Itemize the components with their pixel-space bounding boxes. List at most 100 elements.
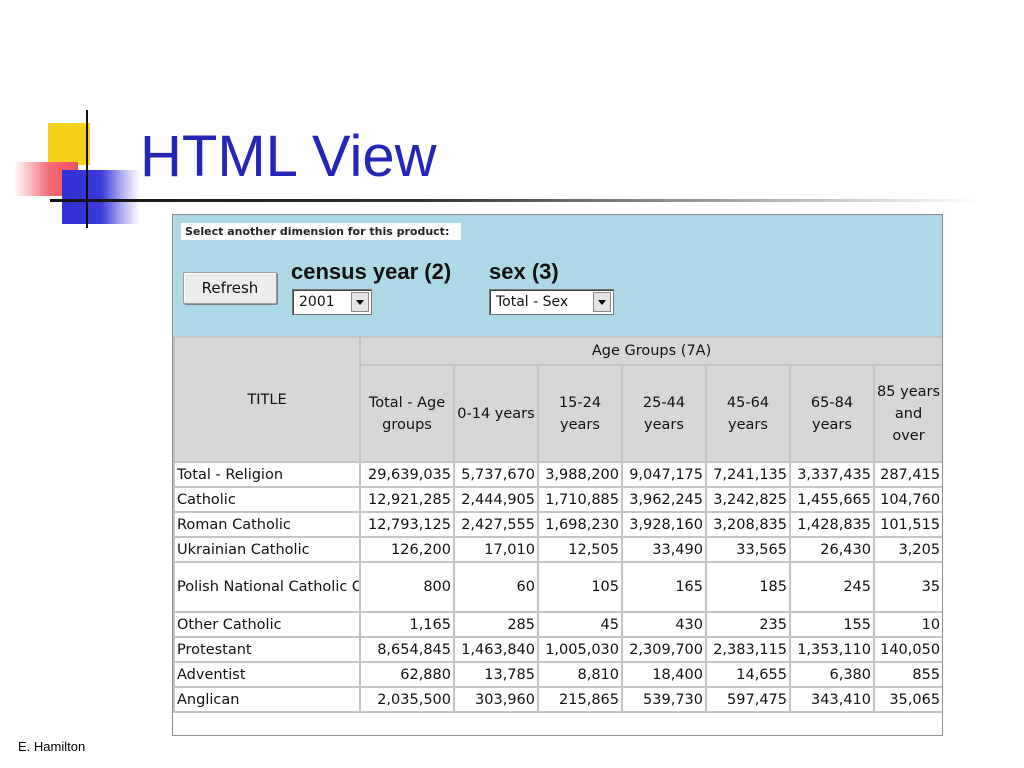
- table-cell: 9,047,175: [621, 461, 707, 488]
- row-label: Protestant: [173, 636, 361, 663]
- table-row: Anglican 2,035,500 303,960 215,865 539,730 59…: [173, 686, 942, 713]
- table-cell: 35,065: [872, 686, 942, 713]
- table-cell: 26,430: [789, 536, 875, 563]
- column-header: 25-44 years: [621, 364, 707, 463]
- table-cell: 10: [872, 611, 942, 638]
- decor-yellow-square: [48, 123, 90, 165]
- table-cell: 303,960: [453, 686, 539, 713]
- row-label: Polish National Catholic Church: [173, 561, 361, 613]
- row-label: Catholic: [173, 486, 361, 513]
- table-cell: 101,515: [872, 511, 942, 538]
- sex-select[interactable]: Total - Sex: [489, 289, 614, 315]
- table-cell: 800: [359, 561, 455, 613]
- table-body: Total - Religion 29,639,035 5,737,670 3,988…: [173, 461, 942, 713]
- table-cell: 6,380: [789, 661, 875, 688]
- table-cell: 60: [453, 561, 539, 613]
- sex-label: sex (3): [489, 259, 559, 284]
- table-cell: 1,710,885: [537, 486, 623, 513]
- age-groups-header: Age Groups (7A): [358, 336, 942, 366]
- table-cell: 3,988,200: [537, 461, 623, 488]
- chevron-down-icon[interactable]: [351, 292, 369, 312]
- refresh-button[interactable]: Refresh: [183, 272, 277, 304]
- table-cell: 13,785: [453, 661, 539, 688]
- column-header: 15-24 years: [537, 364, 623, 463]
- table-row: Catholic 12,921,285 2,444,905 1,710,885 3,96…: [173, 486, 942, 513]
- row-label: Adventist: [173, 661, 361, 688]
- row-label: Ukrainian Catholic: [173, 536, 361, 563]
- table-cell: 155: [789, 611, 875, 638]
- row-label: Other Catholic: [173, 611, 361, 638]
- table-cell: 285: [453, 611, 539, 638]
- table-cell: 2,035,500: [359, 686, 455, 713]
- slide-title: HTML View: [140, 124, 437, 189]
- census-year-label: census year (2): [291, 259, 452, 284]
- table-cell: 12,793,125: [359, 511, 455, 538]
- table-cell: 18,400: [621, 661, 707, 688]
- table-cell: 1,353,110: [789, 636, 875, 663]
- row-label: Total - Religion: [173, 461, 361, 488]
- table-cell: 1,698,230: [537, 511, 623, 538]
- column-header: 65-84 years: [789, 364, 875, 463]
- table-cell: 1,463,840: [453, 636, 539, 663]
- table-row: Total - Religion 29,639,035 5,737,670 3,988…: [173, 461, 942, 488]
- table-cell: 3,928,160: [621, 511, 707, 538]
- table-row: Polish National Catholic Church800601051…: [173, 561, 942, 613]
- dimension-panel: Select another dimension for this produc…: [173, 215, 942, 337]
- table-cell: 35: [872, 561, 942, 613]
- decor-blue-block: [62, 170, 140, 224]
- title-column-header: TITLE: [173, 336, 361, 463]
- table-cell: 8,810: [537, 661, 623, 688]
- census-year-value: 2001: [299, 294, 335, 310]
- table-cell: 8,654,845: [359, 636, 455, 663]
- table-cell: 185: [705, 561, 791, 613]
- table-cell: 140,050: [872, 636, 942, 663]
- table-cell: 3,962,245: [621, 486, 707, 513]
- browser-screenshot: Select another dimension for this produc…: [172, 214, 943, 736]
- table-cell: 1,005,030: [537, 636, 623, 663]
- table-cell: 7,241,135: [705, 461, 791, 488]
- row-label: Roman Catholic: [173, 511, 361, 538]
- table-cell: 126,200: [359, 536, 455, 563]
- table-cell: 2,427,555: [453, 511, 539, 538]
- table-cell: 3,242,825: [705, 486, 791, 513]
- table-row: Protestant 8,654,845 1,463,840 1,005,030 2,3…: [173, 636, 942, 663]
- column-header: Total - Age groups: [359, 364, 455, 463]
- dimension-prompt: Select another dimension for this produc…: [181, 223, 462, 240]
- table-cell: 29,639,035: [359, 461, 455, 488]
- table-cell: 12,921,285: [359, 486, 455, 513]
- table-cell: 2,383,115: [705, 636, 791, 663]
- table-cell: 245: [789, 561, 875, 613]
- table-cell: 5,737,670: [453, 461, 539, 488]
- table-cell: 165: [621, 561, 707, 613]
- sex-value: Total - Sex: [496, 294, 569, 310]
- column-header: 85 years and over: [872, 364, 942, 463]
- census-year-select[interactable]: 2001: [292, 289, 372, 315]
- column-header: 0-14 years: [453, 364, 539, 463]
- decor-horizontal-rule: [50, 199, 980, 202]
- table-cell: 104,760: [872, 486, 942, 513]
- table-cell: 14,655: [705, 661, 791, 688]
- table-cell: 1,455,665: [789, 486, 875, 513]
- table-cell: 12,505: [537, 536, 623, 563]
- table-cell: 539,730: [621, 686, 707, 713]
- table-cell: 597,475: [705, 686, 791, 713]
- table-cell: 3,205: [872, 536, 942, 563]
- row-label: Anglican: [173, 686, 361, 713]
- footer-author: E. Hamilton: [18, 739, 86, 754]
- table-cell: 33,490: [621, 536, 707, 563]
- table-cell: 2,309,700: [621, 636, 707, 663]
- table-cell: 105: [537, 561, 623, 613]
- table-cell: 855: [872, 661, 942, 688]
- data-table: TITLE Age Groups (7A) Total - Age groups…: [173, 336, 942, 713]
- table-row: Adventist 62,880 13,785 8,810 18,400 14,655 6,…: [173, 661, 942, 688]
- table-cell: 33,565: [705, 536, 791, 563]
- table-row: Ukrainian Catholic 126,200 17,010 12,505 33,…: [173, 536, 942, 563]
- table-cell: 1,165: [359, 611, 455, 638]
- table-cell: 287,415: [872, 461, 942, 488]
- table-cell: 235: [705, 611, 791, 638]
- table-cell: 3,337,435: [789, 461, 875, 488]
- column-header: 45-64 years: [705, 364, 791, 463]
- column-header-row: Total - Age groups 0-14 years 15-24 years 2…: [174, 364, 942, 463]
- chevron-down-icon[interactable]: [593, 292, 611, 312]
- decor-vertical-line: [86, 110, 88, 228]
